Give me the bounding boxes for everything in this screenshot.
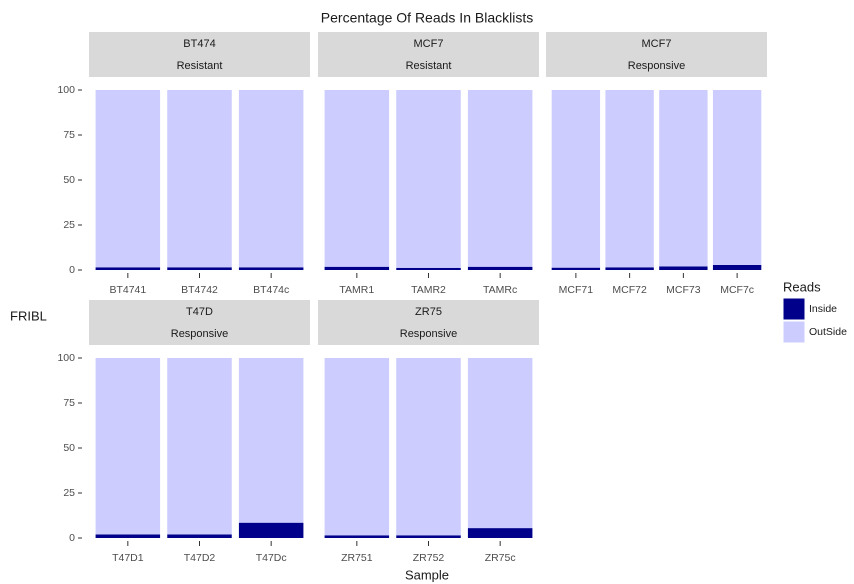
legend-label: Inside bbox=[809, 303, 837, 315]
x-tick-label: BT474c bbox=[253, 284, 289, 296]
x-tick-label: BT4741 bbox=[109, 284, 146, 296]
bar-segment bbox=[167, 534, 232, 538]
bar-segment bbox=[167, 267, 232, 270]
bar-segment bbox=[95, 358, 161, 535]
bar-segment bbox=[396, 535, 461, 538]
strip-label: MCF7 bbox=[642, 38, 672, 50]
y-tick-label: 25 bbox=[63, 487, 75, 499]
strip bbox=[546, 32, 767, 77]
bar-segment bbox=[324, 358, 390, 536]
bar-segment bbox=[712, 264, 762, 270]
bar-segment bbox=[95, 267, 161, 270]
x-tick-label: MCF72 bbox=[612, 284, 647, 296]
bar-segment bbox=[238, 522, 304, 538]
x-tick-label: ZR752 bbox=[413, 552, 445, 564]
chart-title: Percentage Of Reads In Blacklists bbox=[321, 10, 533, 26]
x-tick-label: MCF73 bbox=[666, 284, 701, 296]
bar-segment bbox=[467, 90, 533, 267]
y-tick-label: 75 bbox=[63, 129, 75, 141]
x-tick-label: MCF7c bbox=[720, 284, 754, 296]
y-tick-label: 75 bbox=[63, 397, 75, 409]
bar-segment bbox=[551, 90, 601, 268]
strip-label: ZR75 bbox=[415, 306, 442, 318]
x-tick-label: TAMRc bbox=[483, 284, 517, 296]
y-tick-label: 100 bbox=[57, 84, 75, 96]
bar-segment bbox=[324, 535, 390, 538]
bar-segment bbox=[238, 90, 304, 268]
x-tick-label: T47D1 bbox=[112, 552, 144, 564]
x-tick-label: TAMR1 bbox=[339, 284, 374, 296]
strip-label: Resistant bbox=[177, 60, 223, 72]
y-tick-label: 0 bbox=[69, 532, 75, 544]
bar-segment bbox=[324, 90, 390, 267]
x-tick-label: ZR751 bbox=[341, 552, 373, 564]
bar-segment bbox=[238, 267, 304, 270]
y-axis-label: FRIBL bbox=[10, 308, 47, 323]
bar-segment bbox=[467, 266, 533, 270]
y-tick-label: 25 bbox=[63, 219, 75, 231]
x-tick-label: BT4742 bbox=[181, 284, 218, 296]
strip bbox=[89, 32, 310, 77]
strip bbox=[318, 300, 539, 345]
bar-segment bbox=[467, 358, 533, 529]
strip-label: T47D bbox=[186, 306, 213, 318]
legend-title: Reads bbox=[783, 279, 821, 294]
strip-label: Responsive bbox=[628, 60, 685, 72]
bar-segment bbox=[659, 266, 708, 270]
y-tick-label: 50 bbox=[63, 174, 75, 186]
y-tick-label: 50 bbox=[63, 442, 75, 454]
y-tick-label: 100 bbox=[57, 352, 75, 364]
bar-segment bbox=[659, 90, 708, 267]
bar-segment bbox=[238, 358, 304, 523]
strip-label: MCF7 bbox=[414, 38, 444, 50]
bar-segment bbox=[605, 267, 654, 270]
x-tick-label: T47Dc bbox=[256, 552, 287, 564]
bar-segment bbox=[712, 90, 762, 265]
strip bbox=[89, 300, 310, 345]
bar-segment bbox=[396, 90, 461, 268]
strip-label: Resistant bbox=[406, 60, 452, 72]
bar-segment bbox=[396, 267, 461, 270]
strip-label: Responsive bbox=[171, 328, 228, 340]
legend-label: OutSide bbox=[809, 326, 847, 338]
strip-label: Responsive bbox=[400, 328, 457, 340]
y-tick-label: 0 bbox=[69, 264, 75, 276]
bar-segment bbox=[324, 266, 390, 270]
strip bbox=[318, 32, 539, 77]
bar-segment bbox=[396, 358, 461, 536]
strip-label: BT474 bbox=[183, 38, 215, 50]
bar-segment bbox=[95, 534, 161, 538]
bar-segment bbox=[467, 528, 533, 538]
x-axis-label: Sample bbox=[405, 567, 449, 582]
x-tick-label: MCF71 bbox=[559, 284, 594, 296]
x-tick-label: ZR75c bbox=[485, 552, 516, 564]
x-tick-label: T47D2 bbox=[184, 552, 216, 564]
bar-segment bbox=[167, 358, 232, 535]
bar-segment bbox=[95, 90, 161, 268]
legend-key bbox=[782, 320, 806, 344]
bar-segment bbox=[605, 90, 654, 268]
legend-key bbox=[782, 297, 806, 321]
bar-segment bbox=[551, 267, 601, 270]
bar-segment bbox=[167, 90, 232, 268]
x-tick-label: TAMR2 bbox=[411, 284, 446, 296]
